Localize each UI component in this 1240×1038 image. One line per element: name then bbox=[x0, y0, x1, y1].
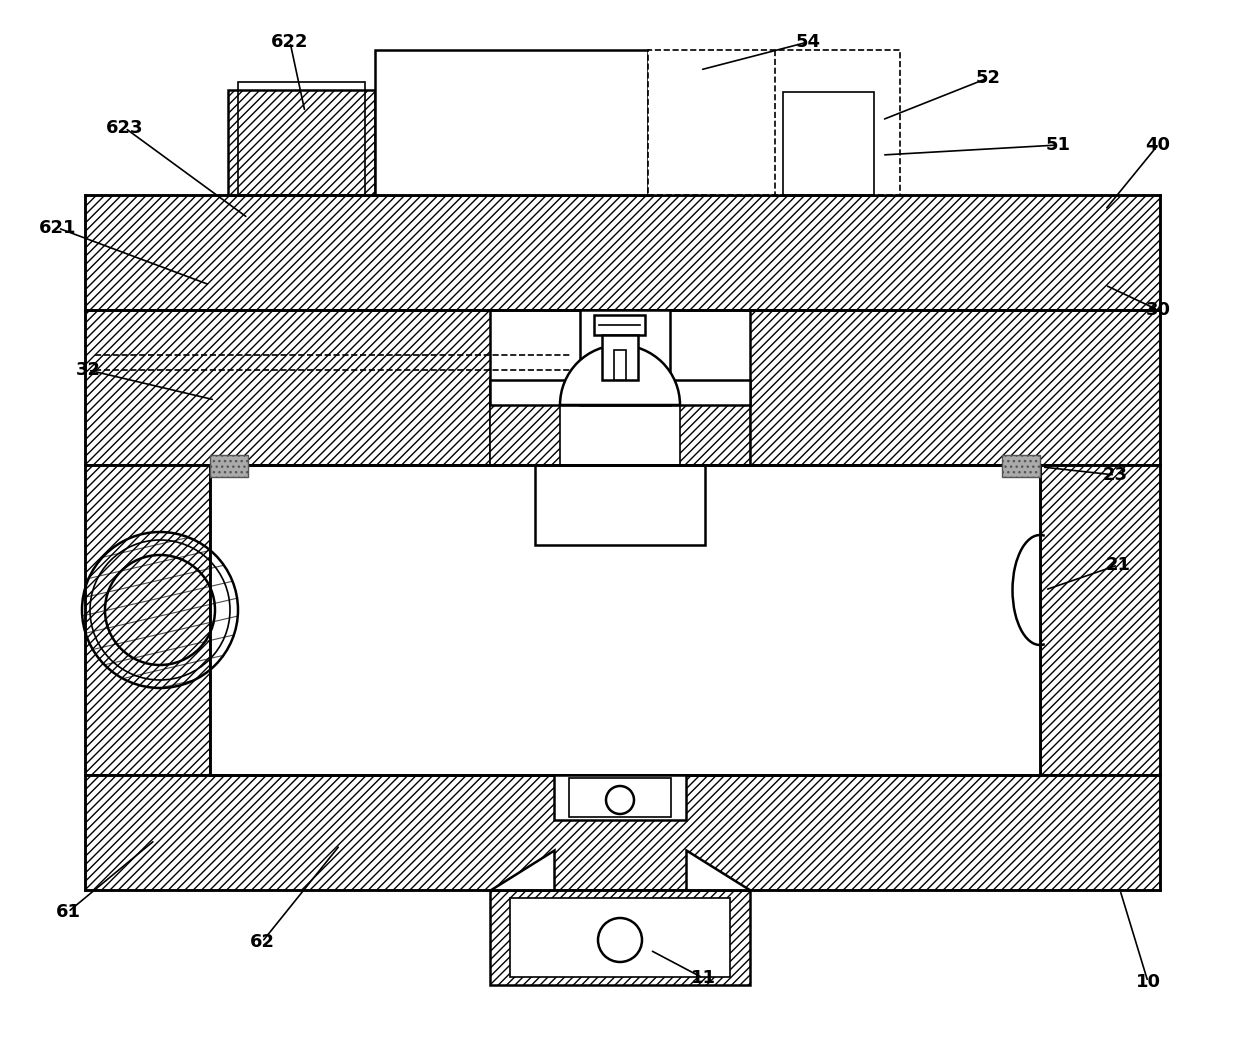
Text: 623: 623 bbox=[107, 119, 144, 137]
Text: 23: 23 bbox=[1102, 466, 1127, 484]
Bar bbox=[490, 310, 750, 465]
Text: 30: 30 bbox=[1146, 301, 1171, 319]
Bar bbox=[601, 335, 639, 380]
Polygon shape bbox=[686, 850, 750, 890]
Bar bbox=[580, 310, 670, 405]
Bar bbox=[490, 380, 750, 405]
Bar bbox=[238, 82, 365, 195]
Bar bbox=[86, 310, 1159, 465]
Text: 11: 11 bbox=[691, 969, 715, 987]
Text: 10: 10 bbox=[1136, 973, 1161, 991]
Text: 621: 621 bbox=[40, 219, 77, 237]
Bar bbox=[775, 100, 882, 195]
Bar bbox=[594, 315, 645, 335]
Bar bbox=[1002, 455, 1040, 477]
Bar bbox=[782, 92, 874, 195]
Text: 21: 21 bbox=[1106, 556, 1131, 574]
Bar bbox=[490, 388, 560, 465]
Bar bbox=[534, 465, 706, 545]
Text: 51: 51 bbox=[1045, 136, 1070, 154]
Bar bbox=[1040, 465, 1159, 775]
Bar bbox=[490, 890, 750, 985]
Bar bbox=[374, 50, 649, 195]
Bar bbox=[680, 388, 750, 465]
Text: 32: 32 bbox=[76, 361, 100, 379]
Bar bbox=[649, 50, 900, 195]
Text: 54: 54 bbox=[796, 33, 821, 51]
Bar bbox=[86, 465, 210, 775]
Bar bbox=[569, 778, 671, 817]
Text: 622: 622 bbox=[272, 33, 309, 51]
Bar bbox=[510, 898, 730, 977]
Bar bbox=[228, 90, 374, 195]
Text: 62: 62 bbox=[249, 933, 274, 951]
Bar bbox=[210, 465, 1040, 775]
Bar bbox=[210, 455, 248, 477]
Text: 40: 40 bbox=[1146, 136, 1171, 154]
Text: 61: 61 bbox=[56, 903, 81, 921]
Bar bbox=[614, 350, 626, 380]
Bar bbox=[86, 195, 1159, 310]
Wedge shape bbox=[560, 345, 680, 405]
Text: 52: 52 bbox=[976, 69, 1001, 87]
Polygon shape bbox=[490, 850, 554, 890]
Bar bbox=[86, 775, 1159, 890]
Bar bbox=[554, 775, 686, 820]
